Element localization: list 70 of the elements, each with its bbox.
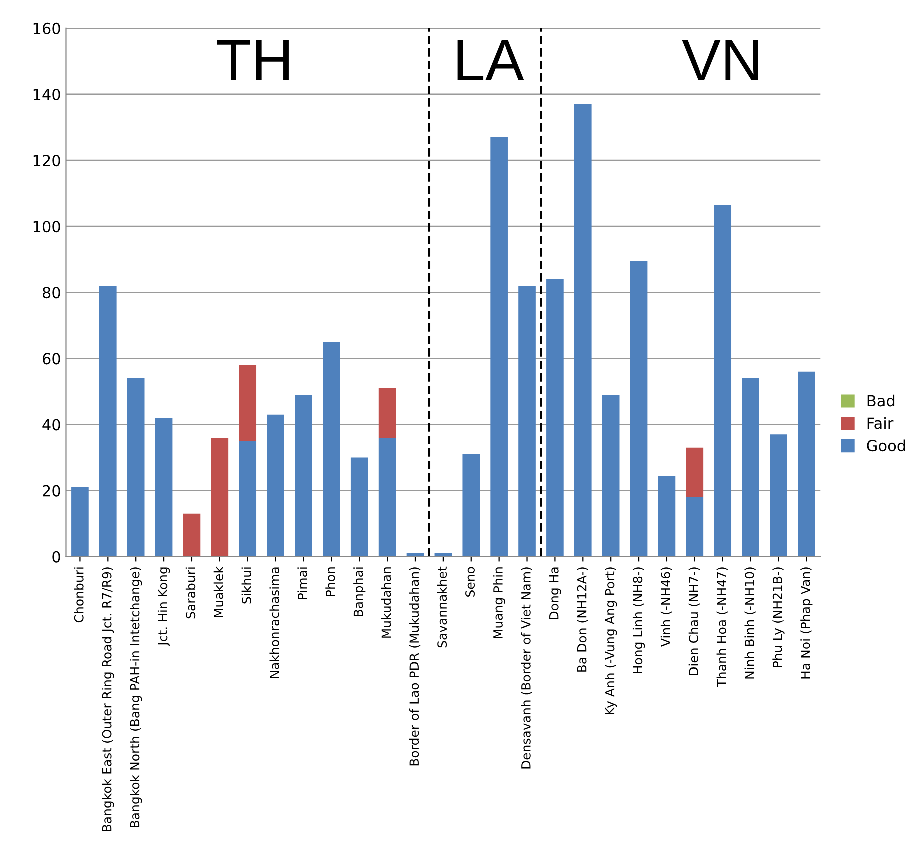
x-tick-label: Border of Lao PDR (Mukudahan) [409,568,421,766]
bar [630,261,648,557]
bar [323,342,340,557]
y-tick-label: 160 [34,22,60,34]
x-tick-label: Bangkok East (Outer Ring Road Jct. R7/R9) [102,568,114,832]
legend-label: Bad [868,394,895,407]
x-tick-label: Muang Phin [493,568,506,638]
x-tick-label: Densavanh (Border of Viet Nam) [521,568,532,769]
x-tick-label: Ky Anh (-Vung Ang Port) [605,568,618,715]
y-tick-label: 140 [34,88,60,101]
bar [686,448,704,498]
x-tick-label: Seno [466,567,476,597]
bar [267,414,284,557]
x-tick-label: Phon [326,568,336,596]
y-tick-label: 120 [34,155,60,167]
bar [239,441,257,557]
bar [378,388,396,438]
x-tick-label: Bangkok North (Bang PAH-in Intetchange) [130,568,142,828]
x-tick-label: Savannakhet [437,566,448,648]
x-tick-label: Dien Chau (NH7-) [688,568,700,676]
bar [546,279,564,557]
legend-label: Good [867,440,906,452]
bar [239,365,257,442]
x-tick-label: Chonburi [74,568,84,623]
x-tick-label: Saraburi [186,568,196,619]
bar [155,418,173,557]
bar [714,205,732,557]
x-tick-label: Mukudahan [382,568,392,638]
bar [658,476,676,557]
x-tick-label: Ha Noi (Phap Van) [800,568,813,679]
bar [211,438,229,557]
bar [183,514,201,557]
bar [295,395,312,557]
bar [686,497,704,557]
annotation: LA [458,40,524,81]
y-tick-label: 20 [43,485,60,497]
annotation: VN [682,40,758,81]
x-tick-label: Jct. Hin Kong [158,568,170,646]
y-tick-label: 100 [34,221,60,233]
bar [770,434,788,557]
bar [72,488,89,557]
y-tick-label: 0 [52,551,60,563]
x-tick-label: Vinh (-NH46) [660,568,672,647]
bar [798,372,816,557]
y-tick-label: 60 [43,353,60,365]
x-tick-label: Dong Ha [550,568,562,620]
x-tick-label: Nakhonrachasima [270,568,280,678]
annotation: TH [217,40,289,81]
bar [99,286,117,557]
x-tick-label: Ba Don (NH12A-) [577,568,588,672]
bar [602,395,620,557]
bar [462,454,480,557]
y-tick-label: 80 [42,287,60,299]
x-tick-label: Phu Ly (NH21B-) [772,568,785,668]
x-tick-label: Muaklek [214,566,224,618]
bar [378,438,396,557]
legend-label: Fair [868,417,894,430]
bar [127,378,145,557]
y-tick-label: 40 [42,419,60,431]
bar [574,104,592,557]
x-tick-label: Sikhui [242,568,252,604]
x-tick-label: Hong Linh (NH8-) [632,568,646,674]
x-tick-label: Banphai [354,568,366,616]
bar [350,458,368,557]
bar [518,286,536,557]
bar [742,378,760,557]
x-tick-label: Ninh Binh (-NH10) [744,568,756,679]
bar [490,137,508,557]
x-tick-label: Thanh Hoa (-NH47) [716,568,728,688]
x-tick-label: Pimai [298,568,308,600]
